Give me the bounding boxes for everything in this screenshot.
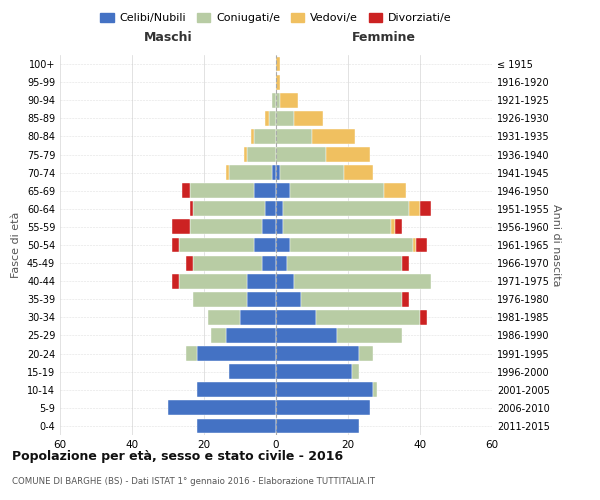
Bar	[186, 256, 193, 270]
Bar	[276, 111, 294, 126]
Legend: Celibi/Nubili, Coniugati/e, Vedovi/e, Divorziati/e: Celibi/Nubili, Coniugati/e, Vedovi/e, Di…	[96, 8, 456, 28]
Bar	[276, 129, 312, 144]
Bar	[262, 220, 276, 234]
Bar	[211, 328, 226, 343]
Bar	[316, 310, 420, 325]
Bar	[276, 256, 287, 270]
Bar	[193, 202, 265, 216]
Bar	[312, 129, 355, 144]
Bar	[229, 364, 276, 379]
Bar	[294, 274, 431, 288]
Bar	[247, 147, 276, 162]
Bar	[179, 238, 254, 252]
Bar	[344, 165, 373, 180]
Y-axis label: Anni di nascita: Anni di nascita	[551, 204, 561, 286]
Bar	[276, 382, 373, 397]
Bar	[240, 310, 276, 325]
Bar	[254, 129, 276, 144]
Bar	[265, 202, 276, 216]
Bar	[276, 274, 294, 288]
Bar	[251, 129, 254, 144]
Bar	[254, 184, 276, 198]
Bar	[172, 220, 190, 234]
Bar	[290, 184, 384, 198]
Bar	[190, 184, 254, 198]
Bar	[226, 165, 229, 180]
Bar	[384, 184, 406, 198]
Bar	[409, 202, 420, 216]
Bar	[276, 220, 283, 234]
Bar	[420, 202, 431, 216]
Bar	[190, 220, 262, 234]
Bar	[276, 238, 290, 252]
Bar	[197, 418, 276, 434]
Bar	[179, 274, 247, 288]
Bar	[193, 292, 247, 306]
Bar	[272, 93, 276, 108]
Bar	[326, 147, 370, 162]
Bar	[244, 147, 247, 162]
Bar	[416, 238, 427, 252]
Bar	[276, 310, 316, 325]
Bar	[247, 274, 276, 288]
Bar	[276, 346, 359, 361]
Bar	[172, 274, 179, 288]
Y-axis label: Fasce di età: Fasce di età	[11, 212, 21, 278]
Bar	[287, 256, 402, 270]
Bar	[301, 292, 402, 306]
Bar	[168, 400, 276, 415]
Bar	[276, 93, 280, 108]
Bar	[373, 382, 377, 397]
Bar	[193, 256, 262, 270]
Bar	[276, 184, 290, 198]
Bar	[186, 346, 197, 361]
Bar	[290, 238, 413, 252]
Bar	[197, 382, 276, 397]
Bar	[283, 202, 409, 216]
Text: Maschi: Maschi	[143, 31, 193, 44]
Bar	[254, 238, 276, 252]
Bar	[352, 364, 359, 379]
Bar	[262, 256, 276, 270]
Bar	[276, 292, 301, 306]
Bar	[294, 111, 323, 126]
Bar	[276, 74, 280, 90]
Bar	[280, 93, 298, 108]
Bar	[197, 346, 276, 361]
Bar	[269, 111, 276, 126]
Bar	[265, 111, 269, 126]
Bar	[402, 256, 409, 270]
Bar	[190, 202, 193, 216]
Bar	[337, 328, 402, 343]
Bar	[229, 165, 272, 180]
Text: Popolazione per età, sesso e stato civile - 2016: Popolazione per età, sesso e stato civil…	[12, 450, 343, 463]
Bar	[276, 165, 280, 180]
Text: Femmine: Femmine	[352, 31, 416, 44]
Text: COMUNE DI BARGHE (BS) - Dati ISTAT 1° gennaio 2016 - Elaborazione TUTTITALIA.IT: COMUNE DI BARGHE (BS) - Dati ISTAT 1° ge…	[12, 478, 375, 486]
Bar	[402, 292, 409, 306]
Bar	[413, 238, 416, 252]
Bar	[395, 220, 402, 234]
Bar	[391, 220, 395, 234]
Bar	[359, 346, 373, 361]
Bar	[272, 165, 276, 180]
Bar	[283, 220, 391, 234]
Bar	[276, 147, 326, 162]
Bar	[276, 400, 370, 415]
Bar	[226, 328, 276, 343]
Bar	[172, 238, 179, 252]
Bar	[208, 310, 240, 325]
Bar	[420, 310, 427, 325]
Bar	[276, 364, 352, 379]
Bar	[276, 202, 283, 216]
Bar	[280, 165, 344, 180]
Bar	[182, 184, 190, 198]
Bar	[276, 56, 280, 72]
Bar	[247, 292, 276, 306]
Bar	[276, 418, 359, 434]
Bar	[276, 328, 337, 343]
